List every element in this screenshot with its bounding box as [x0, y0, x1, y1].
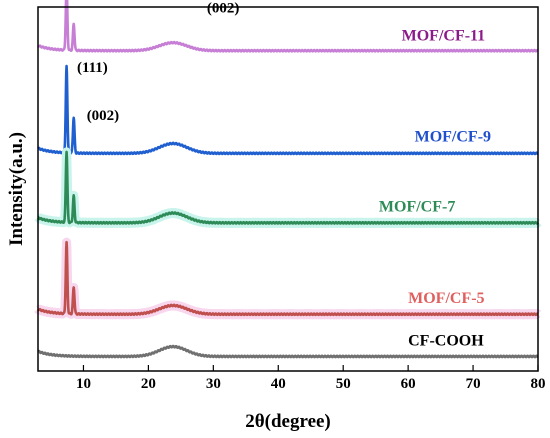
- peak-annotation-2: (002): [87, 108, 120, 124]
- series-line-mof-cf-7: [37, 150, 540, 225]
- series-label-mof-cf-5: MOF/CF-5: [408, 290, 484, 307]
- x-tick-label-30: 30: [206, 376, 221, 392]
- series-line-mof-cf-11: [36, 0, 539, 53]
- x-tick-label-80: 80: [531, 376, 546, 392]
- x-tick-label-40: 40: [271, 376, 286, 392]
- label-layer: (002) (111) (002) MOF/CF-11 MOF/CF-9 MOF/CF-7…: [77, 0, 491, 349]
- x-tick-label-10: 10: [76, 376, 91, 392]
- series-label-mof-cf-11: MOF/CF-11: [402, 27, 486, 44]
- series-line-cf-cooh: [37, 344, 539, 359]
- series-glow-mof-cf-7: [33, 147, 543, 229]
- series-label-cf-cooh: CF-COOH: [408, 333, 484, 350]
- x-tick-label-60: 60: [401, 376, 416, 392]
- peak-annotation-0: (002): [207, 0, 240, 16]
- peak-annotation-1: (111): [77, 60, 108, 76]
- x-tick-label-20: 20: [141, 376, 156, 392]
- series-line-mof-cf-5: [36, 240, 539, 317]
- series-label-mof-cf-9: MOF/CF-9: [415, 129, 491, 146]
- series-label-mof-cf-7: MOF/CF-7: [379, 199, 455, 216]
- x-tick-label-50: 50: [336, 376, 351, 392]
- x-tick-label-70: 70: [466, 376, 481, 392]
- plot-frame: [37, 6, 539, 372]
- y-axis-label: Intensity(a.u.): [6, 132, 27, 246]
- x-axis-label: 2θ(degree): [245, 411, 331, 432]
- x-tick-layer: 10 20 30 40 50 60 70 80: [76, 365, 546, 392]
- series-layer: [33, 0, 543, 359]
- series-line-mof-cf-9: [37, 64, 539, 156]
